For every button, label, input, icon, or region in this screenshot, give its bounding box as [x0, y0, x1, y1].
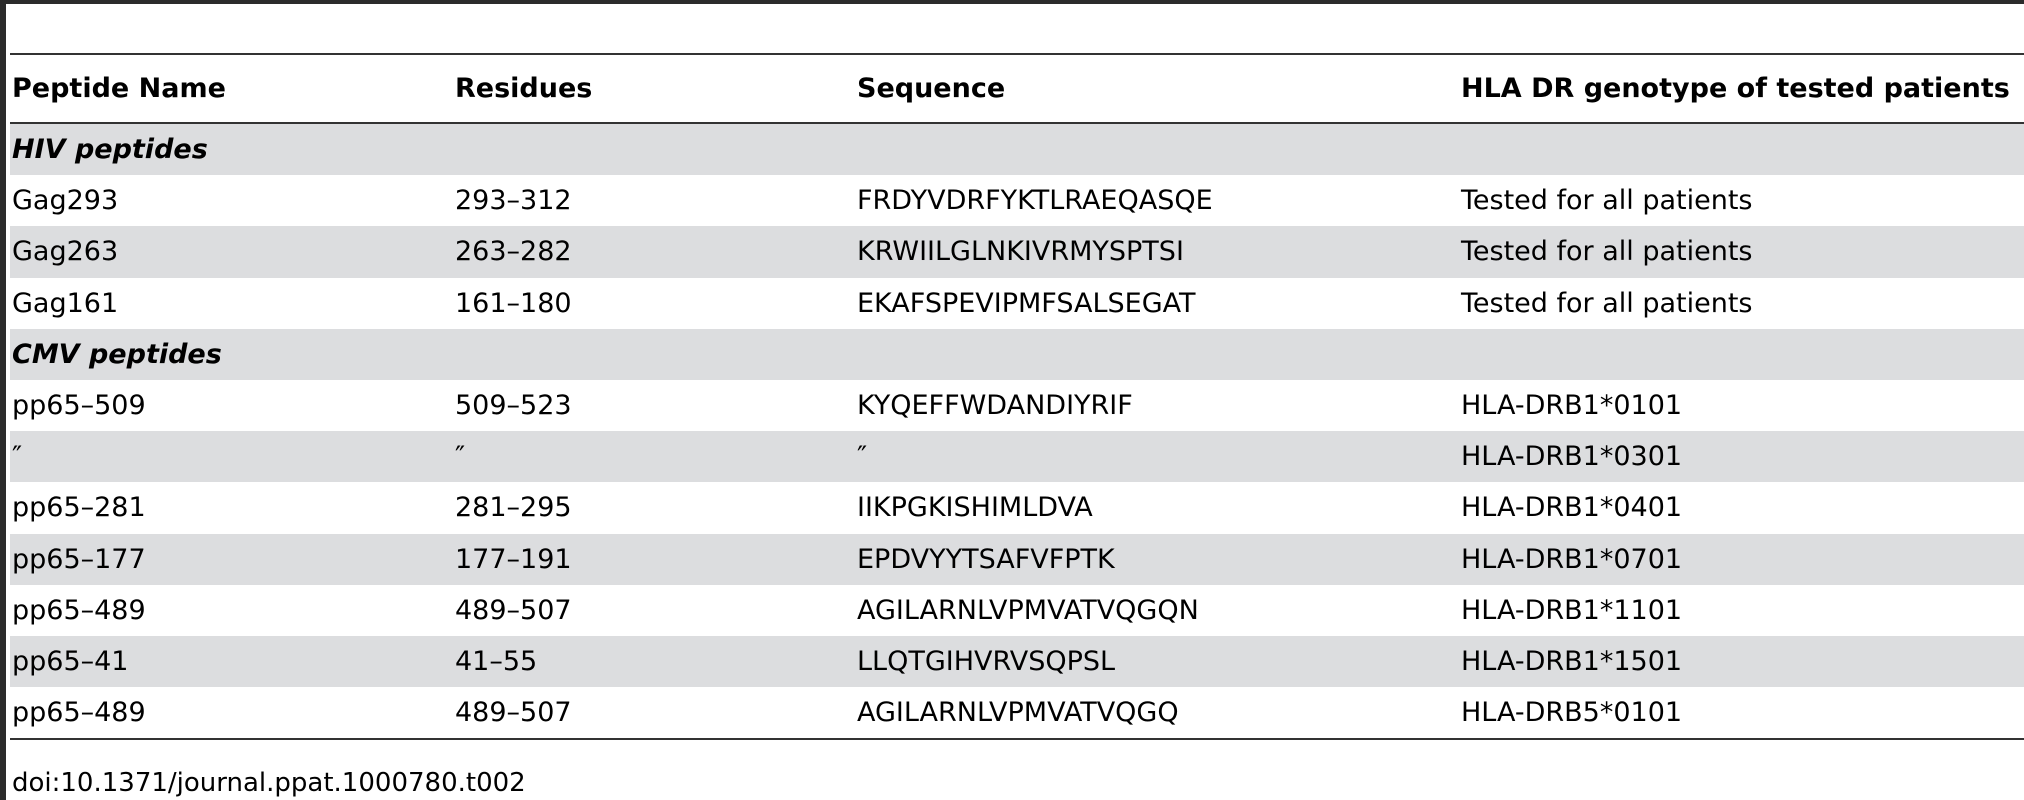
cell-peptide-name: pp65–41	[10, 635, 453, 688]
cell-hla-genotype: HLA-DRB1*0101	[1461, 390, 1683, 422]
left-border	[0, 0, 6, 800]
table-row: pp65–489 489–507 AGILARNLVPMVATVQGQN HLA-DR…	[10, 585, 2024, 636]
table-row: pp65–41 41–55 LLQTGIHVRVSQPSL HLA-DRB1*1501	[10, 635, 2024, 688]
cell-hla-genotype: HLA-DRB1*1501	[1459, 635, 2024, 688]
cell-hla-genotype: HLA-DRB5*0101	[1461, 697, 1683, 729]
table-header: Peptide Name Residues Sequence HLA DR ge…	[10, 54, 2024, 123]
cell-hla-genotype: HLA-DRB1*0401	[1461, 492, 1683, 524]
column-header-residues: Residues	[455, 73, 593, 104]
header-row: Peptide Name Residues Sequence HLA DR ge…	[10, 54, 2024, 123]
cell-peptide-name: pp65–509	[12, 390, 146, 422]
cell-residues: ″	[453, 431, 855, 483]
cell-sequence: ″	[855, 431, 1459, 483]
cell-sequence: KYQEFFWDANDIYRIF	[857, 390, 1133, 422]
cell-sequence: KRWIILGLNKIVRMYSPTSI	[855, 226, 1459, 278]
cell-sequence: AGILARNLVPMVATVQGQN	[857, 594, 1199, 626]
doi-caption: doi:10.1371/journal.ppat.1000780.t002	[12, 768, 526, 798]
cell-peptide-name: pp65–489	[12, 594, 146, 626]
cell-hla-genotype: HLA-DRB1*1101	[1461, 594, 1683, 626]
cell-hla-genotype: HLA-DRB1*0701	[1459, 533, 2024, 585]
table-row: pp65–281 281–295 IIKPGKISHIMLDVA HLA-DRB1*0…	[10, 482, 2024, 533]
cell-peptide-name: Gag263	[10, 226, 453, 278]
cell-peptide-name: Gag293	[12, 185, 119, 217]
top-border	[0, 0, 2024, 4]
cell-residues: 281–295	[455, 492, 572, 524]
cell-peptide-name: pp65–177	[10, 533, 453, 585]
section-label: CMV peptides	[10, 328, 2024, 380]
cell-hla-genotype: Tested for all patients	[1459, 226, 2024, 278]
cell-residues: 263–282	[453, 226, 855, 278]
cell-peptide-name: pp65–489	[12, 697, 146, 729]
cell-hla-genotype: HLA-DRB1*0301	[1459, 431, 2024, 483]
cell-residues: 509–523	[455, 390, 572, 422]
cell-peptide-name: Gag161	[12, 287, 119, 319]
section-header-row: CMV peptides	[10, 328, 2024, 380]
cell-sequence: EKAFSPEVIPMFSALSEGAT	[857, 287, 1196, 319]
table-body: HIV peptides Gag293 293–312 FRDYVDRFYKTLRAE…	[10, 123, 2024, 740]
table-row: Gag263 263–282 KRWIILGLNKIVRMYSPTSI Tested …	[10, 226, 2024, 278]
table-row: Gag293 293–312 FRDYVDRFYKTLRAEQASQE Tested …	[10, 175, 2024, 226]
column-header-hla-genotype: HLA DR genotype of tested patients	[1461, 73, 2010, 104]
cell-sequence: LLQTGIHVRVSQPSL	[855, 635, 1459, 688]
table-row: pp65–177 177–191 EPDVYYTSAFVFPTK HLA-DRB1*0…	[10, 533, 2024, 585]
cell-residues: 177–191	[453, 533, 855, 585]
cell-peptide-name: ″	[10, 431, 453, 483]
table-row: ″ ″ ″ HLA-DRB1*0301	[10, 431, 2024, 483]
cell-hla-genotype: Tested for all patients	[1461, 287, 1753, 319]
cell-sequence: EPDVYYTSAFVFPTK	[855, 533, 1459, 585]
table-row: Gag161 161–180 EKAFSPEVIPMFSALSEGAT Tested …	[10, 278, 2024, 329]
column-header-sequence: Sequence	[857, 73, 1006, 104]
cell-peptide-name: pp65–281	[12, 492, 146, 524]
cell-sequence: FRDYVDRFYKTLRAEQASQE	[857, 185, 1213, 217]
cell-residues: 161–180	[455, 287, 572, 319]
cell-residues: 489–507	[455, 697, 572, 729]
cell-residues: 293–312	[455, 185, 572, 217]
cell-sequence: AGILARNLVPMVATVQGQ	[857, 697, 1179, 729]
cell-hla-genotype: Tested for all patients	[1461, 185, 1753, 217]
table-row: pp65–489 489–507 AGILARNLVPMVATVQGQ HLA-DRB…	[10, 687, 2024, 740]
section-label: HIV peptides	[10, 123, 2024, 176]
cell-sequence: IIKPGKISHIMLDVA	[857, 492, 1093, 524]
peptide-table: Peptide Name Residues Sequence HLA DR ge…	[10, 53, 2024, 740]
table-row: pp65–509 509–523 KYQEFFWDANDIYRIF HLA-DRB1*…	[10, 380, 2024, 431]
cell-residues: 41–55	[453, 635, 855, 688]
column-header-peptide-name: Peptide Name	[12, 73, 226, 104]
peptide-table-container: Peptide Name Residues Sequence HLA DR ge…	[10, 53, 2024, 740]
section-header-row: HIV peptides	[10, 123, 2024, 176]
cell-residues: 489–507	[455, 594, 572, 626]
